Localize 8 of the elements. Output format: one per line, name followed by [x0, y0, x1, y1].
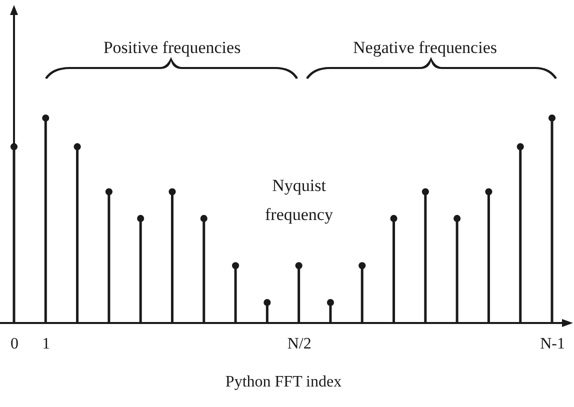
- text: Negative frequencies: [353, 38, 497, 57]
- annotation: Nyquist frequency: [265, 176, 334, 224]
- x-axis-title: Python FFT index: [225, 374, 342, 390]
- x-tick-label: 0: [10, 336, 18, 352]
- x-tick-label: 1: [42, 336, 50, 352]
- x-tick-label: N/2: [287, 336, 312, 352]
- text: Positive frequencies: [103, 38, 241, 57]
- x-tick-label: N-1: [540, 336, 565, 352]
